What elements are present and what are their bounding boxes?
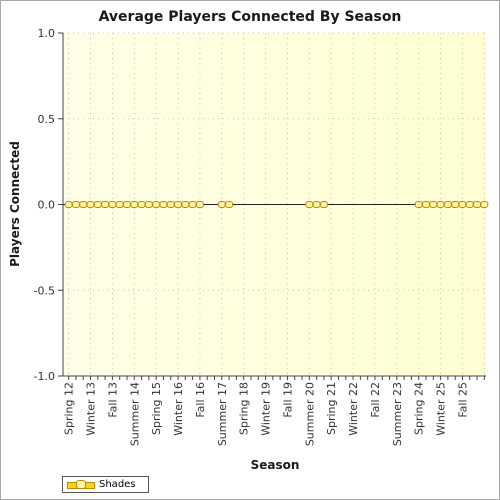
x-tick-label: Winter 22 — [347, 382, 360, 436]
x-tick-label: Spring 12 — [63, 382, 76, 435]
data-point — [101, 201, 110, 208]
data-point — [319, 201, 328, 208]
data-point — [465, 201, 474, 208]
data-point — [86, 201, 95, 208]
x-axis-label: Season — [250, 458, 300, 472]
data-point — [130, 201, 139, 208]
x-tick-label: Winter 19 — [260, 382, 273, 436]
data-point — [159, 201, 168, 208]
data-point — [71, 201, 80, 208]
x-tick-label: Summer 14 — [128, 382, 141, 446]
x-tick-label: Fall 22 — [369, 382, 382, 418]
data-point — [422, 201, 431, 208]
data-point — [451, 201, 460, 208]
data-point — [108, 201, 117, 208]
y-axis-ticks: 1.0 0.5 0.0 -0.5 -1.0 — [34, 27, 63, 383]
data-point — [429, 201, 438, 208]
data-point — [436, 201, 445, 208]
data-point — [181, 201, 190, 208]
data-point — [64, 201, 73, 208]
y-tick-label: 0.5 — [38, 113, 56, 126]
data-point — [93, 201, 102, 208]
data-point — [79, 201, 88, 208]
data-point — [166, 201, 175, 208]
y-tick-label: -0.5 — [34, 284, 55, 297]
data-point — [195, 201, 204, 208]
data-point — [122, 201, 131, 208]
x-tick-label: Fall 16 — [194, 382, 207, 418]
x-tick-label: Summer 17 — [216, 382, 229, 446]
legend-label: Shades — [99, 479, 136, 490]
data-point — [414, 201, 423, 208]
y-tick-label: -1.0 — [34, 370, 55, 383]
series-shades — [64, 201, 489, 208]
data-point — [174, 201, 183, 208]
data-point — [115, 201, 124, 208]
data-point — [188, 201, 197, 208]
legend: Shades — [62, 476, 149, 493]
x-tick-label: Winter 25 — [435, 382, 448, 436]
x-tick-label: Spring 15 — [150, 382, 163, 435]
data-point — [458, 201, 467, 208]
x-tick-label: Fall 19 — [281, 382, 294, 418]
data-point — [144, 201, 153, 208]
x-tick-label: Fall 25 — [456, 382, 469, 418]
data-point — [312, 201, 321, 208]
data-point — [305, 201, 314, 208]
x-tick-label: Spring 21 — [325, 382, 338, 435]
data-point — [225, 201, 234, 208]
chart-title: Average Players Connected By Season — [98, 9, 402, 25]
y-tick-label: 0.0 — [38, 199, 56, 212]
data-point — [480, 201, 489, 208]
data-point — [152, 201, 161, 208]
data-point — [137, 201, 146, 208]
data-point — [473, 201, 482, 208]
x-tick-label: Spring 24 — [413, 382, 426, 435]
x-tick-label: Fall 13 — [106, 382, 119, 418]
legend-swatch-icon — [67, 479, 95, 490]
y-tick-label: 1.0 — [38, 27, 56, 40]
x-tick-label: Summer 20 — [303, 382, 316, 446]
x-tick-label: Spring 18 — [238, 382, 251, 435]
data-point — [443, 201, 452, 208]
x-tick-label: Summer 23 — [391, 382, 404, 446]
data-point — [217, 201, 226, 208]
x-axis-ticks: Spring 12 Winter 13 Fall 13 Summer 14 Spring… — [63, 376, 485, 446]
x-tick-label: Winter 16 — [172, 382, 185, 436]
x-tick-label: Winter 13 — [85, 382, 98, 436]
